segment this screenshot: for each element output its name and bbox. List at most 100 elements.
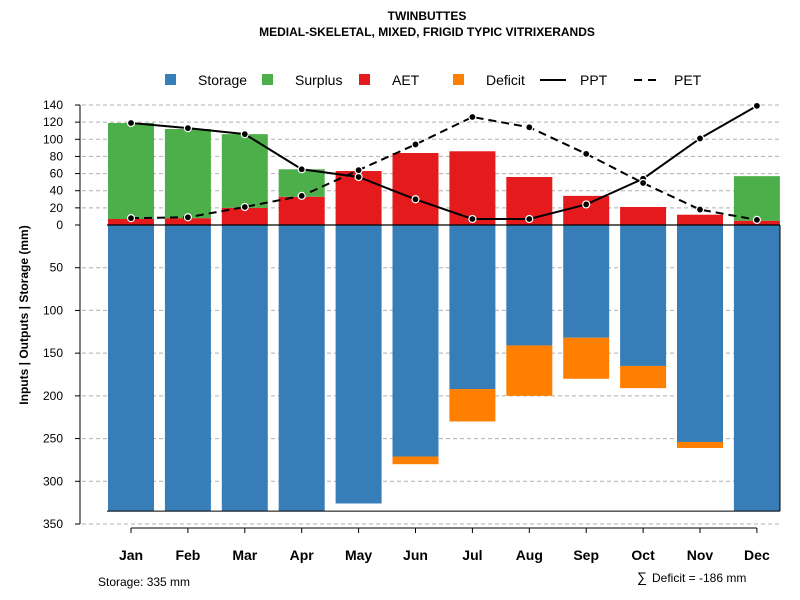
x-tick-label: Jul <box>462 547 482 563</box>
legend-label: Deficit <box>486 72 525 88</box>
pet-point <box>752 215 762 224</box>
ppt-point <box>582 200 591 209</box>
legend-label: Storage <box>198 72 247 88</box>
bar-surplus <box>108 123 154 219</box>
pet-point <box>126 214 136 223</box>
x-tick-label: Sep <box>573 547 599 563</box>
legend-swatch <box>453 74 464 85</box>
x-tick-label: Nov <box>687 547 714 563</box>
bar-aet <box>278 196 325 225</box>
bar-deficit <box>449 389 496 422</box>
legend-label: AET <box>392 72 420 88</box>
legend-label: PPT <box>580 72 608 88</box>
bar-storage <box>108 225 154 512</box>
series-lines <box>126 101 762 224</box>
x-tick-label: Oct <box>631 547 655 563</box>
bars <box>108 123 780 512</box>
axes: 0 20 40 60 80 100 120 140 50 100 150 200 250 300 350 Ja… <box>43 98 781 563</box>
bar-storage <box>506 225 553 346</box>
ppt-point <box>468 214 477 224</box>
bar-storage <box>335 225 382 504</box>
y-tick-label: 200 <box>43 389 63 403</box>
ppt-point <box>297 165 306 174</box>
bar-storage <box>278 225 325 512</box>
x-tick-label: Jun <box>403 547 428 563</box>
ppt-point <box>183 124 192 133</box>
x-tick-label: Aug <box>516 547 543 563</box>
legend-label: PET <box>674 72 702 88</box>
bar-storage <box>733 225 780 512</box>
y-tick-label: 350 <box>43 517 63 531</box>
pet-point <box>240 202 249 212</box>
chart-title: TWINBUTTES <box>388 9 467 23</box>
legend-swatch <box>359 74 370 85</box>
chart-subtitle: MEDIAL-SKELETAL, MIXED, FRIGID TYPIC VIT… <box>259 25 595 39</box>
pet-point <box>468 112 477 122</box>
bar-storage <box>677 225 723 442</box>
pet-point <box>411 140 420 149</box>
bar-storage <box>563 225 610 338</box>
x-tick-label: Feb <box>175 547 200 563</box>
bar-deficit <box>620 365 667 389</box>
y-tick-label: 60 <box>50 167 64 181</box>
bar-deficit <box>392 456 439 465</box>
legend-swatch <box>165 74 176 85</box>
bar-deficit <box>563 337 610 379</box>
bar-deficit <box>506 345 553 396</box>
legend: Storage Surplus AET Deficit PPT PET <box>165 72 702 88</box>
bar-surplus <box>733 176 780 221</box>
sum-symbol: ∑ <box>637 569 647 585</box>
bar-deficit <box>677 441 723 448</box>
y-tick-label: 150 <box>43 346 63 360</box>
bar-aet <box>392 153 439 225</box>
bar-surplus <box>164 129 211 219</box>
x-tick-label: Apr <box>290 547 315 563</box>
ppt-point <box>695 134 705 143</box>
y-tick-label: 140 <box>43 98 63 112</box>
pet-point <box>354 166 363 175</box>
ppt-point <box>126 118 136 128</box>
pet-point <box>582 149 591 158</box>
ppt-point <box>411 195 420 204</box>
y-axis-label: Inputs | Outputs | Storage (mm) <box>17 225 31 404</box>
y-tick-label: 100 <box>43 132 63 146</box>
x-tick-label: Mar <box>232 547 257 563</box>
pet-point <box>183 213 192 222</box>
y-tick-label: 50 <box>50 261 64 275</box>
bar-aet <box>620 207 667 225</box>
y-tick-label: 100 <box>43 303 63 317</box>
y-tick-label: 40 <box>50 184 64 198</box>
ppt-point <box>752 101 762 110</box>
y-tick-label: 0 <box>56 218 63 232</box>
pet-point <box>297 191 306 200</box>
y-tick-label: 250 <box>43 432 63 446</box>
ppt-point <box>525 214 534 224</box>
legend-swatch <box>262 74 273 85</box>
bar-aet <box>164 218 211 225</box>
storage-note: Storage: 335 mm <box>98 575 190 589</box>
ppt-point <box>240 130 249 139</box>
bar-storage <box>620 225 667 366</box>
bar-storage <box>164 225 211 512</box>
pet-point <box>525 123 534 132</box>
bar-aet <box>677 214 723 225</box>
bar-storage <box>449 225 496 390</box>
x-tick-label: May <box>345 547 372 563</box>
x-tick-label: Jan <box>119 547 143 563</box>
bar-aet <box>563 195 610 225</box>
y-tick-label: 20 <box>50 201 64 215</box>
pet-line <box>130 115 758 221</box>
ppt-line <box>130 104 758 220</box>
bar-aet <box>221 207 268 225</box>
y-tick-label: 80 <box>50 149 64 163</box>
y-tick-label: 120 <box>43 115 63 129</box>
ppt-point <box>354 172 363 182</box>
bar-surplus <box>221 134 268 208</box>
legend-label: Surplus <box>295 72 342 88</box>
x-tick-label: Dec <box>744 547 770 563</box>
pet-point <box>638 178 648 188</box>
bar-storage <box>392 225 439 457</box>
bar-storage <box>221 225 268 512</box>
y-tick-label: 300 <box>43 474 63 488</box>
